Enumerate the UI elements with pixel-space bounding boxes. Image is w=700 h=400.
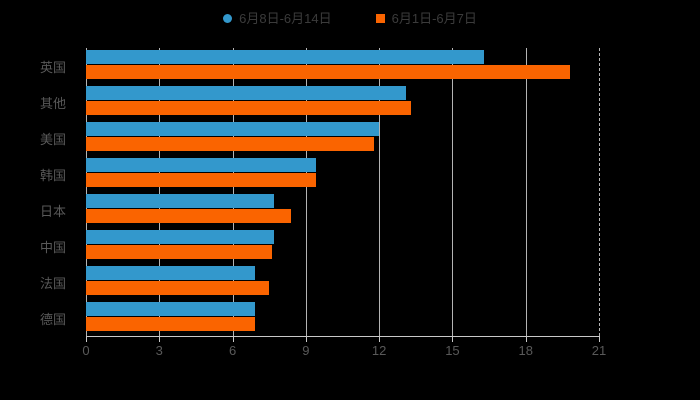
bar[interactable] xyxy=(86,245,272,259)
x-axis-line xyxy=(86,336,600,337)
y-axis-label: 法国 xyxy=(39,276,66,291)
bar-group xyxy=(86,84,599,120)
x-tick-mark xyxy=(452,337,454,342)
x-tick-mark xyxy=(305,337,307,342)
y-axis-label: 英国 xyxy=(39,60,66,75)
x-tick-label: 18 xyxy=(518,343,533,358)
x-tick-mark xyxy=(232,337,234,342)
bar[interactable] xyxy=(86,302,255,316)
chart-legend: 6月8日-6月14日 6月1日-6月7日 xyxy=(0,6,700,30)
x-tick-mark xyxy=(379,337,381,342)
bar[interactable] xyxy=(86,122,380,136)
y-axis-label: 中国 xyxy=(39,240,66,255)
bar[interactable] xyxy=(86,101,411,115)
x-tick-mark xyxy=(159,337,161,342)
bar-group xyxy=(86,48,599,84)
bar[interactable] xyxy=(86,281,270,295)
bar-group xyxy=(86,228,599,264)
bar[interactable] xyxy=(86,65,570,79)
x-tick-label: 9 xyxy=(302,343,310,358)
legend-item-series-1[interactable]: 6月1日-6月7日 xyxy=(375,10,477,26)
x-tick-label: 15 xyxy=(445,343,460,358)
square-marker-icon xyxy=(375,13,385,23)
bar[interactable] xyxy=(86,137,375,151)
gridline xyxy=(599,48,600,336)
bar[interactable] xyxy=(86,50,485,64)
legend-label-series-1: 6月1日-6月7日 xyxy=(391,10,477,26)
x-tick-label: 0 xyxy=(82,343,90,358)
bar-rows xyxy=(86,48,599,336)
y-axis-labels: 英国 其他 美国 韩国 日本 中国 法国 德国 xyxy=(0,48,78,336)
bar-group xyxy=(86,192,599,228)
bar[interactable] xyxy=(86,194,275,208)
bar[interactable] xyxy=(86,158,316,172)
circle-marker-icon xyxy=(223,13,233,23)
legend-item-series-0[interactable]: 6月8日-6月14日 xyxy=(223,10,332,26)
bar-group xyxy=(86,120,599,156)
plot-area xyxy=(86,48,600,336)
bar-group xyxy=(86,300,599,336)
bar[interactable] xyxy=(86,209,292,223)
y-axis-label: 日本 xyxy=(39,204,66,219)
bar[interactable] xyxy=(86,173,316,187)
bar[interactable] xyxy=(86,230,275,244)
legend-label-series-0: 6月8日-6月14日 xyxy=(239,10,332,26)
y-axis-label: 韩国 xyxy=(39,168,66,183)
x-tick-label: 12 xyxy=(371,343,387,358)
bar[interactable] xyxy=(86,266,255,280)
x-tick-label: 6 xyxy=(228,343,237,358)
bar[interactable] xyxy=(86,317,255,331)
bar[interactable] xyxy=(86,86,406,100)
x-tick-label: 3 xyxy=(155,343,163,358)
x-tick-mark xyxy=(525,337,527,342)
bar-group xyxy=(86,264,599,300)
x-tick-label: 21 xyxy=(591,343,607,358)
x-tick-mark xyxy=(599,337,600,342)
y-axis-label: 其他 xyxy=(39,96,66,111)
y-axis-label: 德国 xyxy=(39,312,66,327)
x-tick-mark xyxy=(86,337,87,342)
x-axis-ticks: 0 3 6 9 12 15 18 21 xyxy=(82,337,606,361)
bar-group xyxy=(86,156,599,192)
y-axis-label: 美国 xyxy=(39,132,66,147)
